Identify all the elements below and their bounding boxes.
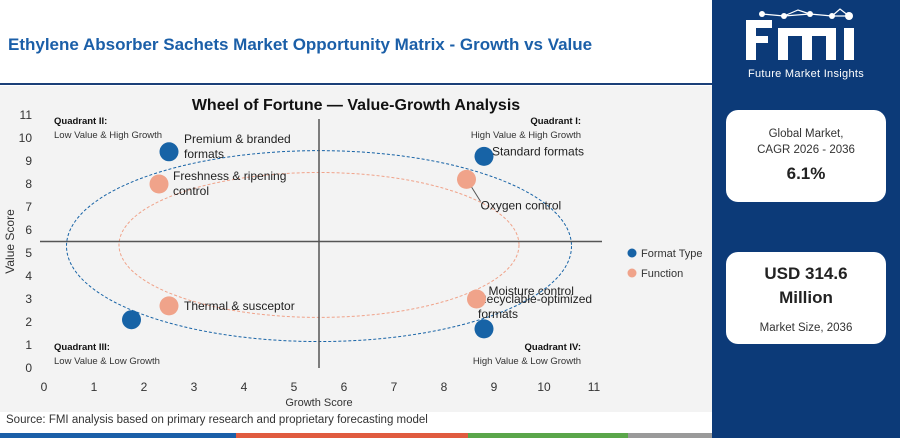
- quadrant-label-3: Quadrant III:: [54, 342, 110, 353]
- y-tick-label: 8: [25, 177, 32, 191]
- data-point-format-type-4: [474, 319, 494, 339]
- market-size-value-line-1: USD 314.6: [764, 264, 848, 283]
- market-size-card: USD 314.6 Million Market Size, 2036: [726, 252, 886, 344]
- point-label-format-type-4-line-2: formats: [478, 307, 518, 321]
- point-label-function-4-line-1: Moisture control: [489, 284, 574, 298]
- y-tick-label: 1: [25, 338, 32, 352]
- y-tick-label: 5: [25, 246, 32, 260]
- point-label-format-type-2-line-1: Standard formats: [492, 144, 584, 158]
- x-tick-label: 0: [41, 380, 48, 394]
- market-size-value-line-2: Million: [779, 288, 833, 307]
- data-point-format-type-2: [474, 146, 494, 166]
- strip-segment-gray: [628, 433, 712, 438]
- quadrant-label-1: Quadrant II:: [54, 116, 107, 127]
- data-point-format-type-1: [159, 142, 179, 162]
- page-title: Ethylene Absorber Sachets Market Opportu…: [8, 35, 593, 54]
- legend-label-function: Function: [641, 268, 683, 280]
- market-size-label: Market Size, 2036: [759, 322, 853, 334]
- x-tick-label: 1: [91, 380, 98, 394]
- data-point-function-3: [159, 296, 179, 316]
- sidebar: Future Market Insights Global Market, CA…: [712, 0, 900, 438]
- opportunity-matrix-chart: Wheel of Fortune — Value-Growth Analysis…: [3, 97, 703, 409]
- cagr-label-line-2: CAGR 2026 - 2036: [757, 144, 855, 156]
- point-label-format-type-1-line-1: Premium & branded: [184, 132, 291, 146]
- x-tick-label: 4: [241, 380, 248, 394]
- source-note: Source: FMI analysis based on primary re…: [6, 414, 428, 426]
- leader-line-oxygen-control: [470, 185, 481, 202]
- point-label-function-2-line-1: Oxygen control: [481, 198, 562, 212]
- chart-title: Wheel of Fortune — Value-Growth Analysis: [192, 97, 520, 114]
- data-point-function-1: [149, 174, 169, 194]
- point-label-format-type-4-line-1: Recyclable-optimized: [478, 292, 592, 306]
- data-point-function-4: [467, 289, 486, 309]
- title-divider: [0, 83, 712, 85]
- fmi-logo-mark: [746, 8, 854, 60]
- market-size-value: USD 314.6 Million: [726, 262, 886, 310]
- point-label-function-1-line-2: control: [173, 184, 209, 198]
- point-label-function-1-line-1: Freshness & ripening: [173, 169, 286, 183]
- x-tick-label: 5: [291, 380, 298, 394]
- x-tick-label: 3: [191, 380, 198, 394]
- data-point-format-type-3: [122, 310, 141, 330]
- x-tick-label: 2: [141, 380, 148, 394]
- x-tick-label: 9: [491, 380, 498, 394]
- quadrant-label-4: Quadrant IV:: [525, 342, 581, 353]
- x-tick-label: 10: [537, 380, 551, 394]
- title-bar: Ethylene Absorber Sachets Market Opportu…: [0, 0, 712, 86]
- strip-segment-red: [236, 433, 468, 438]
- y-tick-label: 4: [25, 269, 32, 283]
- legend-label-format-type: Format Type: [641, 248, 703, 260]
- quadrant-description-3: Low Value & Low Growth: [54, 356, 160, 367]
- y-tick-label: 11: [20, 108, 33, 122]
- fmi-logo: Future Market Insights: [712, 6, 900, 86]
- quadrant-label-2: Quadrant I:: [530, 116, 581, 127]
- x-axis-label: Growth Score: [285, 397, 352, 409]
- y-axis-label: Value Score: [3, 209, 17, 274]
- strip-segment-blue: [0, 433, 236, 438]
- x-tick-label: 6: [341, 380, 348, 394]
- cagr-label-line-1: Global Market,: [768, 128, 844, 140]
- y-tick-label: 10: [19, 131, 33, 145]
- quadrant-description-2: High Value & High Growth: [471, 130, 581, 141]
- y-tick-label: 0: [25, 361, 32, 375]
- y-tick-label: 2: [25, 315, 32, 329]
- quadrant-description-1: Low Value & High Growth: [54, 130, 162, 141]
- logo-text: Future Market Insights: [747, 68, 865, 80]
- strip-segment-green: [468, 433, 628, 438]
- color-strip: [0, 433, 712, 438]
- cagr-card: Global Market, CAGR 2026 - 2036 6.1%: [726, 110, 886, 202]
- y-tick-label: 7: [25, 200, 32, 214]
- x-tick-label: 7: [391, 380, 398, 394]
- data-point-function-2: [457, 169, 476, 189]
- legend-marker-format-type: [627, 248, 637, 258]
- point-label-format-type-1-line-2: formats: [184, 147, 224, 161]
- y-tick-label: 6: [25, 223, 32, 237]
- point-label-function-3-line-1: Thermal & susceptor: [184, 299, 295, 313]
- x-tick-label: 8: [441, 380, 448, 394]
- y-tick-label: 9: [25, 154, 32, 168]
- chart-panel: Wheel of Fortune — Value-Growth Analysis…: [0, 86, 712, 412]
- cagr-label: Global Market, CAGR 2026 - 2036: [726, 126, 886, 158]
- legend-marker-function: [627, 268, 637, 278]
- y-tick-label: 3: [25, 292, 32, 306]
- x-tick-label: 11: [588, 380, 601, 394]
- cagr-value: 6.1%: [786, 164, 826, 183]
- quadrant-description-4: High Value & Low Growth: [473, 356, 581, 367]
